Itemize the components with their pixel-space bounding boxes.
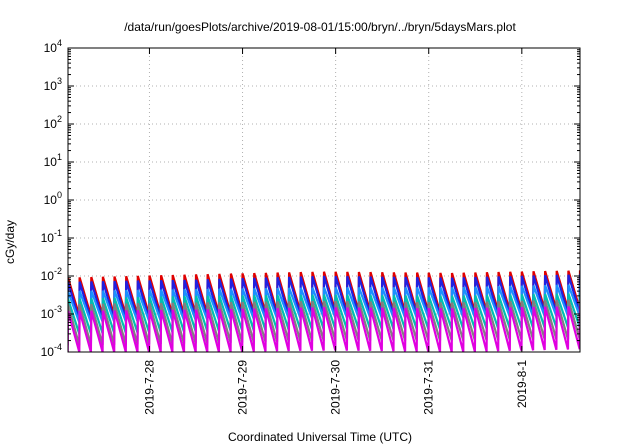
y-tick-label: 10-2 xyxy=(41,266,62,283)
y-tick-label: 10-4 xyxy=(41,342,62,359)
x-tick-label: 2019-7-30 xyxy=(329,360,343,415)
y-tick-label: 100 xyxy=(44,190,62,207)
y-tick-label: 101 xyxy=(44,152,62,169)
x-tick-label: 2019-7-28 xyxy=(142,360,156,415)
x-axis-label: Coordinated Universal Time (UTC) xyxy=(227,430,413,444)
y-tick-label: 10-3 xyxy=(41,304,62,321)
series-line-6 xyxy=(68,306,580,352)
x-tick-label: 2019-7-31 xyxy=(422,360,436,415)
x-tick-label: 2019-7-29 xyxy=(236,360,250,415)
y-tick-label: 10-1 xyxy=(41,228,62,245)
axes: 10-4 10-3 10-2 10-1 100 101 102 103 104 2019-7-28… xyxy=(41,38,580,415)
y-tick-label: 102 xyxy=(44,114,62,131)
x-tick-label: 2019-8-1 xyxy=(515,360,529,408)
series-group xyxy=(68,270,580,352)
y-tick-label: 103 xyxy=(44,76,62,93)
y-tick-label: 104 xyxy=(44,38,62,55)
chart-title: /data/run/goesPlots/archive/2019-08-01/1… xyxy=(124,20,516,34)
